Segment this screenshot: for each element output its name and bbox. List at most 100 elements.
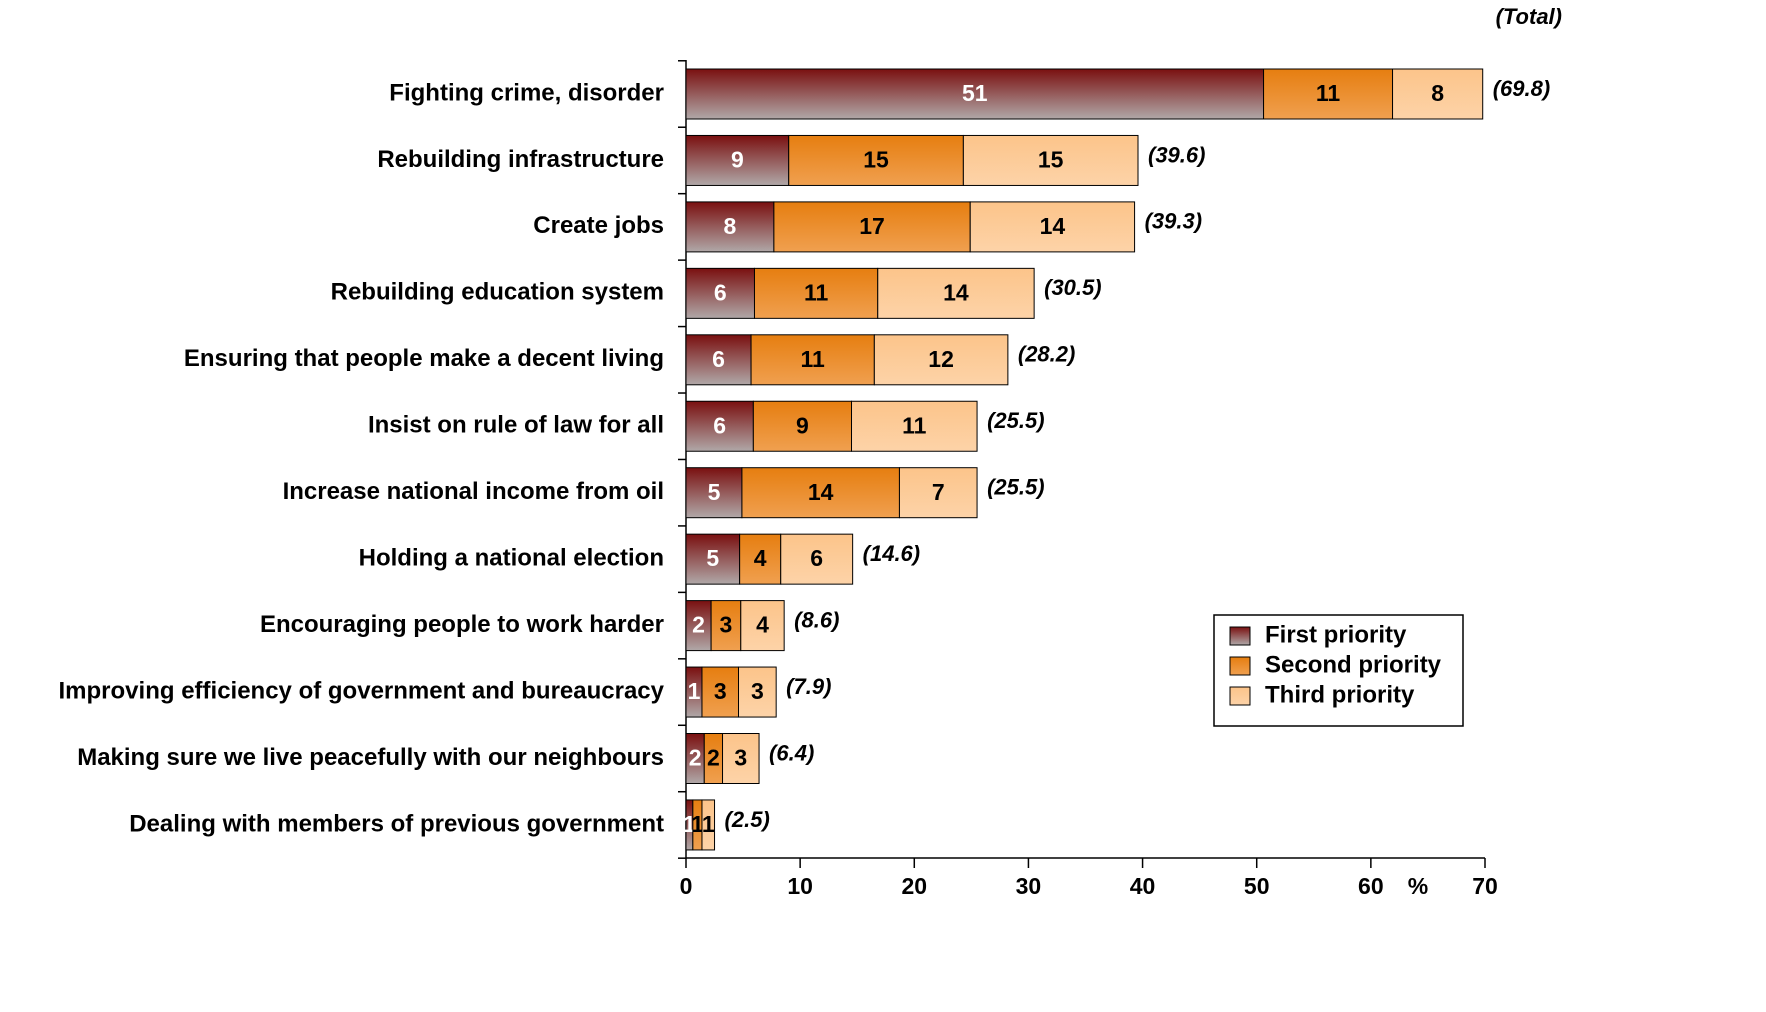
value-label: 12 (928, 346, 954, 372)
value-label: 15 (1038, 147, 1064, 173)
category-label: Increase national income from oil (283, 478, 664, 505)
bar-segment (898, 467, 978, 519)
total-label: (8.6) (794, 607, 839, 632)
x-tick-label: 40 (1130, 873, 1156, 899)
bar-segment (701, 666, 740, 718)
bar-segment (738, 666, 777, 718)
bar-segment (753, 267, 879, 319)
bar-segment (685, 134, 790, 186)
category-label: Encouraging people to work harder (260, 611, 664, 638)
value-label: 14 (1040, 213, 1066, 239)
value-label: 6 (713, 412, 726, 438)
legend-swatch (1229, 626, 1251, 646)
legend-label: Third priority (1265, 681, 1415, 708)
total-label: (25.5) (987, 475, 1044, 500)
bar-segment (685, 334, 752, 386)
category-label: Rebuilding education system (331, 279, 664, 306)
value-label: 4 (754, 545, 767, 571)
bar-segment (873, 334, 1009, 386)
total-label: (39.6) (1148, 142, 1205, 167)
value-label: 3 (751, 678, 764, 704)
bar-segment (788, 134, 964, 186)
category-label: Create jobs (533, 212, 664, 239)
bar-segment (752, 400, 853, 452)
value-label: 9 (731, 147, 744, 173)
value-label: 8 (724, 213, 737, 239)
bar-segment (685, 533, 741, 585)
value-label: 3 (720, 612, 733, 638)
legend-label: First priority (1265, 621, 1407, 648)
category-label: Holding a national election (359, 544, 664, 571)
category-label: Ensuring that people make a decent livin… (184, 345, 664, 372)
value-label: 5 (708, 479, 721, 505)
bar-segment (739, 533, 782, 585)
legend-box (1213, 614, 1464, 727)
x-tick-label: 10 (787, 873, 813, 899)
value-label: 2 (692, 612, 705, 638)
total-label: (25.5) (987, 408, 1044, 433)
x-tick-label: 20 (901, 873, 927, 899)
value-label: 2 (707, 745, 720, 771)
value-label: 51 (962, 80, 988, 106)
bar-segment (1392, 68, 1484, 120)
bar-segment (741, 467, 900, 519)
x-tick-label: 50 (1244, 873, 1270, 899)
value-label: 7 (932, 479, 945, 505)
value-label: 11 (1316, 80, 1341, 106)
value-label: 3 (714, 678, 727, 704)
bar-segment (1263, 68, 1394, 120)
value-label: 6 (810, 545, 823, 571)
category-label: Rebuilding infrastructure (377, 146, 664, 173)
total-label: (2.5) (725, 807, 770, 832)
total-label: (7.9) (786, 674, 831, 699)
value-label: 1 (702, 811, 715, 837)
bar-segment (750, 334, 875, 386)
bar-segment (740, 600, 785, 652)
bar-segment (685, 201, 775, 253)
value-label: 6 (712, 346, 725, 372)
bar-segment (685, 400, 754, 452)
total-label: (30.5) (1044, 275, 1101, 300)
value-label: 11 (902, 412, 927, 438)
unit-label: % (1408, 873, 1428, 899)
value-label: 11 (801, 346, 826, 372)
bar-segment (773, 201, 971, 253)
category-label: Making sure we live peacefully with our … (77, 744, 664, 771)
value-label: 11 (804, 279, 829, 305)
category-label: Dealing with members of previous governm… (129, 810, 664, 837)
legend-label: Second priority (1265, 651, 1442, 678)
value-label: 5 (706, 545, 719, 571)
value-label: 14 (808, 479, 834, 505)
total-label: (6.4) (769, 740, 814, 765)
category-label: Improving efficiency of government and b… (59, 677, 665, 704)
total-label: (28.2) (1018, 342, 1075, 367)
bar-segment (710, 600, 742, 652)
value-label: 6 (714, 279, 727, 305)
value-label: 1 (691, 811, 704, 837)
value-label: 17 (859, 213, 885, 239)
legend-swatch (1229, 656, 1251, 676)
x-tick-label: 70 (1472, 873, 1498, 899)
bar-segment (685, 267, 755, 319)
value-label: 3 (734, 745, 747, 771)
category-label: Fighting crime, disorder (389, 79, 664, 106)
total-label: (14.6) (863, 541, 920, 566)
value-label: 15 (863, 147, 889, 173)
total-label: (39.3) (1145, 209, 1202, 234)
value-label: 8 (1431, 80, 1444, 106)
value-label: 14 (943, 279, 969, 305)
bar-segment (722, 733, 760, 784)
bar-segment (780, 533, 854, 585)
legend-swatch (1229, 686, 1251, 706)
x-tick-label: 60 (1358, 873, 1384, 899)
bar-segment (685, 68, 1265, 120)
category-label: Insist on rule of law for all (368, 412, 664, 439)
value-label: 9 (796, 412, 809, 438)
bar-segment (851, 400, 978, 452)
bar-segment (701, 799, 716, 851)
bar-segment (877, 267, 1035, 319)
value-label: 1 (688, 678, 701, 704)
corner-note: (Total) (1496, 4, 1562, 29)
bar-segment (685, 600, 712, 652)
